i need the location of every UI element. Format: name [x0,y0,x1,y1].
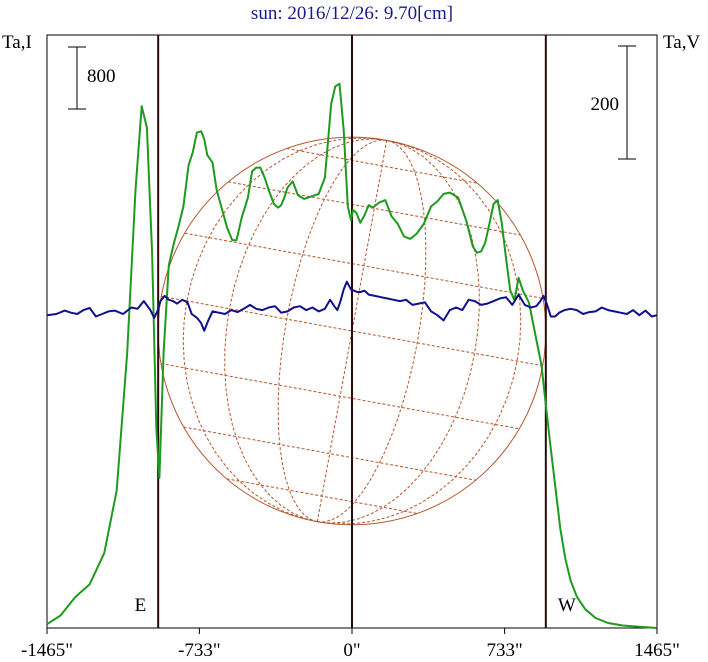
series-line [46,280,658,332]
x-tick-label: -733" [178,640,221,661]
x-axis-ticks: -1465" -733" 0" 733" 1465" [21,628,680,661]
x-tick-label: 733" [486,640,522,661]
disk-parallel [286,148,478,184]
limb-label: E [135,595,147,616]
disk-parallel [228,181,521,236]
x-tick-label: -1465" [21,640,73,661]
chart-title: sun: 2016/12/26: 9.70[cm] [251,3,453,24]
vertical-markers [157,35,547,628]
right-axis-label: Ta,V [663,32,700,53]
disk-parallel [183,426,476,481]
scale-bar-label: 800 [87,66,116,87]
disk-meridian [317,139,427,523]
scale-bar-label: 200 [591,94,620,115]
disk-meridian [224,138,387,523]
disk-meridian [317,139,480,524]
left-axis-label: Ta,I [2,32,32,53]
series-line [46,82,658,629]
disk-parallel [161,295,543,367]
disk-parallel [184,232,544,299]
disk-parallel [226,478,418,514]
limb-label: W [558,595,576,616]
x-tick-label: 1465" [634,640,680,661]
series-group [46,82,658,629]
disk-meridian [277,139,387,523]
x-tick-label: 0" [343,640,360,661]
disk-parallel [160,363,520,430]
scale-bars: 800 200 [68,45,636,160]
